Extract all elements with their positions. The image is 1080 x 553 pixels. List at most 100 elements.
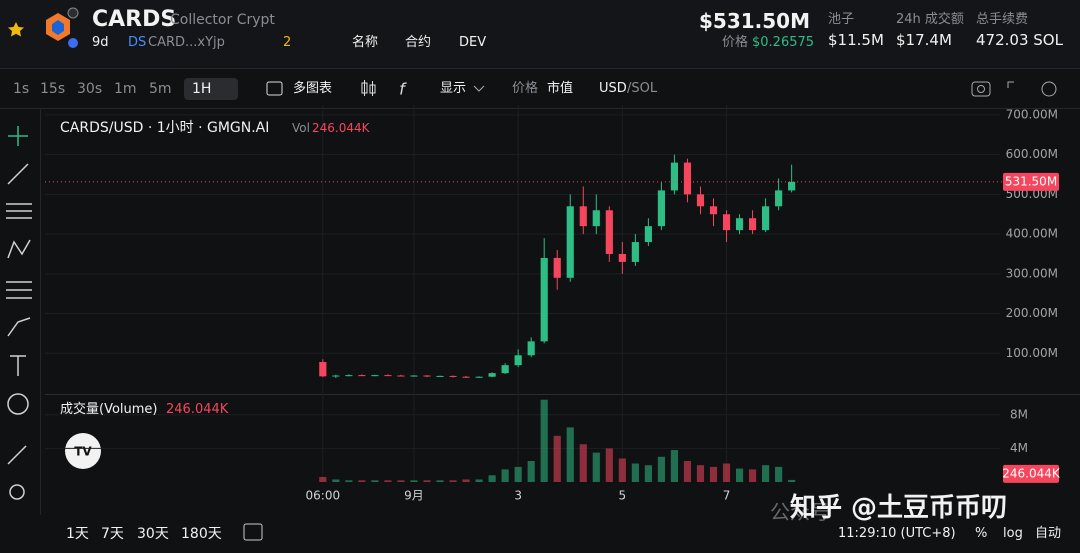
volume-bar: [722, 463, 731, 482]
candle-body: [722, 214, 731, 231]
volume-bar: [775, 466, 783, 482]
contract-address[interactable]: CARD...xYjp: [148, 35, 225, 50]
candle-body: [540, 257, 548, 342]
interval[interactable]: 1m: [114, 81, 137, 97]
token-logo: [46, 7, 79, 48]
volume-bar: [345, 480, 353, 482]
settings-icon[interactable]: [1041, 81, 1057, 97]
volume-bar: [683, 461, 692, 482]
token-symbol: CARDS: [92, 7, 177, 32]
tool-crosshair[interactable]: [8, 126, 28, 146]
x-tick-label: 7: [723, 489, 731, 503]
volume-bar: [423, 480, 431, 482]
candle-body: [670, 162, 679, 191]
tool-pattern[interactable]: [7, 239, 31, 259]
candle-body: [566, 206, 574, 278]
stat-label: 24h 成交额: [896, 12, 964, 27]
volume-bar: [384, 480, 392, 482]
indicator-icon[interactable]: f: [399, 80, 407, 99]
candle-body: [553, 257, 561, 278]
tradingview-logo[interactable]: [65, 433, 101, 469]
volume-bar: [566, 427, 574, 482]
range[interactable]: 30天: [137, 526, 169, 542]
tool-hlines[interactable]: [6, 203, 32, 219]
candle-body: [748, 218, 757, 231]
y-tick-label: 700.00M: [1006, 107, 1058, 121]
volume-bar: [762, 465, 770, 482]
candle-body: [488, 373, 496, 377]
candle-body: [319, 362, 327, 377]
clock: 11:29:10 (UTC+8): [838, 526, 956, 541]
token-age: 9d: [92, 35, 109, 50]
dropdown-arrow[interactable]: [473, 85, 485, 92]
multi-chart-icon[interactable]: [266, 81, 283, 96]
percent-toggle[interactable]: %: [975, 526, 988, 541]
tool-trendline[interactable]: [7, 163, 29, 185]
legend-title: CARDS/USD · 1小时 · GMGN.AI: [60, 120, 270, 136]
last-volume-label: 246.044K: [1002, 466, 1061, 480]
interval[interactable]: 30s: [77, 81, 103, 97]
candle-body: [735, 218, 744, 231]
candle-body: [618, 253, 626, 262]
dex[interactable]: DS: [128, 35, 147, 50]
log-toggle[interactable]: log: [1003, 526, 1023, 541]
mcap-toggle[interactable]: 市值: [547, 81, 574, 96]
tool-text[interactable]: [10, 355, 26, 376]
interval[interactable]: 15s: [40, 81, 66, 97]
tool-fib[interactable]: [6, 281, 32, 299]
y-tick-label: 200.00M: [1006, 306, 1058, 320]
camera-icon[interactable]: [971, 81, 991, 97]
candle-body: [514, 355, 522, 366]
stat-label: 总手续费: [976, 12, 1029, 27]
display[interactable]: 显示: [440, 81, 467, 96]
vol-value: 246.044K: [312, 121, 370, 135]
price-toggle[interactable]: 价格: [512, 81, 539, 96]
volume-bar: [709, 466, 718, 482]
range[interactable]: 7天: [101, 526, 124, 542]
tool-ruler[interactable]: [7, 445, 27, 465]
interval[interactable]: 5m: [149, 81, 172, 97]
tool-emoji[interactable]: [7, 393, 29, 415]
y-tick-label: 400.00M: [1006, 227, 1058, 241]
candle-body: [644, 226, 652, 243]
candle-type-icon[interactable]: [361, 80, 376, 96]
search-contract[interactable]: 合约: [405, 35, 432, 50]
candle-body: [631, 242, 639, 262]
candle-body: [475, 376, 483, 378]
volume-bar: [670, 450, 679, 482]
volume-bar: [436, 480, 444, 482]
range[interactable]: 180天: [181, 526, 222, 542]
date-range-icon[interactable]: [243, 523, 263, 541]
candle-body: [696, 194, 705, 207]
multi-chart[interactable]: 多图表: [293, 81, 333, 96]
market-cap: $531.50M: [699, 9, 810, 33]
favorite-star[interactable]: [8, 22, 24, 37]
volume-bar: [488, 475, 496, 482]
tool-brush[interactable]: [7, 317, 31, 337]
volume-bar: [514, 466, 522, 482]
volume-tick-label: 4M: [1010, 441, 1028, 455]
currency[interactable]: USD: [599, 81, 627, 96]
candle-body: [657, 190, 665, 227]
fullscreen-icon[interactable]: [1007, 81, 1014, 88]
volume-tick-label: 8M: [1010, 407, 1028, 421]
search-name[interactable]: 名称: [352, 35, 379, 50]
interval[interactable]: 1s: [13, 81, 30, 97]
drawing-tools: [6, 126, 32, 500]
candle-body: [358, 375, 366, 377]
candle-body: [410, 375, 418, 377]
tradingview-mark: TV: [74, 445, 92, 459]
auto-toggle[interactable]: 自动: [1035, 526, 1062, 541]
active-interval[interactable]: 1H: [192, 81, 212, 97]
volume-bar: [618, 458, 626, 482]
volume-bar: [579, 444, 587, 482]
alt-currency[interactable]: /SOL: [627, 81, 658, 96]
range[interactable]: 1天: [66, 526, 89, 542]
volume-bar: [475, 479, 483, 482]
candle-body: [592, 210, 600, 227]
stat-label: 池子: [828, 12, 855, 27]
search-dev[interactable]: DEV: [459, 35, 487, 50]
volume-bar: [696, 465, 705, 482]
active-interval-bg: [184, 78, 238, 100]
tool-zoom[interactable]: [9, 484, 25, 500]
